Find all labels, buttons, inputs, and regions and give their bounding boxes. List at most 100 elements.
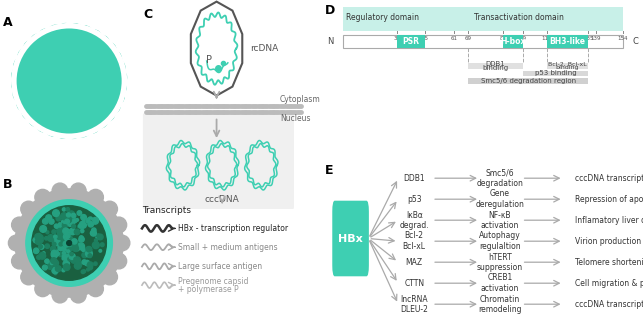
Circle shape [63,236,67,240]
Circle shape [67,247,71,251]
Circle shape [86,250,93,257]
Circle shape [55,250,58,252]
Circle shape [107,87,125,105]
Text: Transactivation domain: Transactivation domain [475,13,565,22]
FancyBboxPatch shape [468,78,588,84]
Text: C: C [144,8,153,21]
FancyBboxPatch shape [503,35,523,48]
Circle shape [40,226,46,232]
Text: MAZ: MAZ [406,258,423,267]
Circle shape [50,59,63,72]
Circle shape [82,218,89,225]
Circle shape [51,252,58,258]
Circle shape [69,253,75,260]
Circle shape [59,242,62,246]
Circle shape [67,240,71,244]
Circle shape [50,246,56,252]
Text: cccDNA: cccDNA [204,195,240,204]
Circle shape [62,208,66,211]
Circle shape [91,230,96,236]
Circle shape [68,257,72,261]
Text: cccDNA transcription: cccDNA transcription [575,300,643,309]
Circle shape [79,236,83,239]
Circle shape [88,265,93,270]
Circle shape [66,240,68,242]
Circle shape [89,95,104,110]
Circle shape [33,237,38,242]
Circle shape [61,240,64,243]
Circle shape [87,268,89,271]
Circle shape [57,240,62,246]
Circle shape [87,248,91,251]
Circle shape [37,97,51,112]
Circle shape [87,190,104,205]
Circle shape [62,219,67,223]
Circle shape [80,237,84,241]
Circle shape [65,82,75,92]
Circle shape [68,243,72,248]
Circle shape [63,108,78,123]
Circle shape [69,241,73,246]
Circle shape [71,242,76,247]
Circle shape [68,242,72,246]
Circle shape [35,238,42,245]
Circle shape [81,270,85,273]
Circle shape [88,217,93,222]
FancyBboxPatch shape [468,63,523,69]
Circle shape [63,251,69,258]
Circle shape [49,219,54,224]
Circle shape [91,111,108,128]
Circle shape [93,35,110,52]
Circle shape [92,217,98,224]
Circle shape [22,102,39,120]
Text: C: C [632,37,638,46]
Text: + polymerase P: + polymerase P [178,285,239,295]
Circle shape [85,247,92,254]
Text: A: A [3,16,12,29]
Text: PSR: PSR [403,37,420,46]
Circle shape [56,252,59,256]
Text: 112: 112 [541,36,552,41]
Text: Transcripts: Transcripts [142,206,191,215]
Circle shape [60,244,64,248]
Circle shape [32,206,106,280]
Circle shape [62,269,65,272]
Text: NF-κB
activation: NF-κB activation [480,211,519,230]
Circle shape [45,259,49,263]
Circle shape [82,82,94,95]
Text: Chromatin
remodeling: Chromatin remodeling [478,295,521,314]
Circle shape [66,208,69,211]
Circle shape [37,255,41,259]
Circle shape [79,221,86,228]
Circle shape [71,243,78,250]
Circle shape [58,233,65,240]
Circle shape [62,254,67,259]
Circle shape [14,26,125,136]
Circle shape [66,213,71,217]
Text: Smc5/6 degradation region: Smc5/6 degradation region [481,78,576,84]
Circle shape [109,69,127,86]
Circle shape [35,52,50,67]
Circle shape [53,107,69,122]
FancyBboxPatch shape [397,35,425,48]
Circle shape [66,244,71,249]
Text: D: D [325,4,335,17]
Circle shape [57,235,61,239]
Text: Small + medium antigens: Small + medium antigens [178,243,278,252]
Circle shape [68,243,75,250]
Circle shape [56,216,61,221]
Text: P: P [206,55,212,65]
Circle shape [65,244,69,248]
Circle shape [78,243,84,250]
Circle shape [79,43,94,59]
Circle shape [75,229,80,235]
Text: HBx - transcription regulator: HBx - transcription regulator [178,224,289,233]
Circle shape [64,233,70,238]
Text: 135: 135 [583,36,593,41]
Circle shape [73,120,91,137]
Circle shape [70,56,83,69]
Text: Cell migration & proliferation: Cell migration & proliferation [575,279,643,288]
Text: Virion production: Virion production [575,237,642,246]
Circle shape [82,248,85,251]
Circle shape [64,70,73,80]
